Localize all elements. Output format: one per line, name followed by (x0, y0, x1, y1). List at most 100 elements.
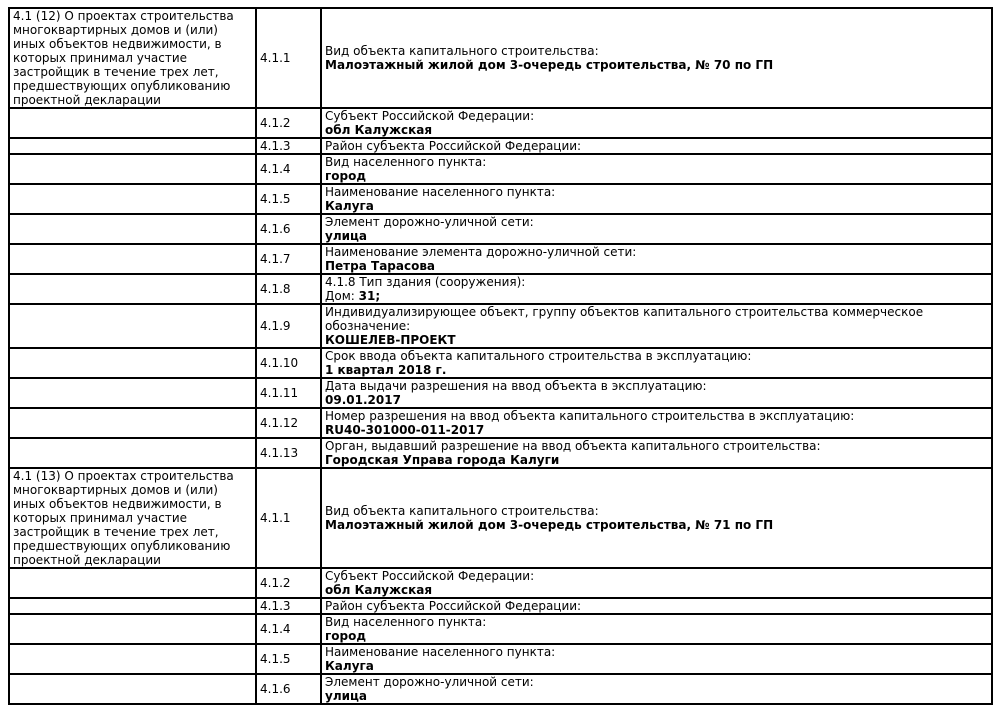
row-number: 4.1.11 (255, 377, 322, 409)
field-value-prefix: Дом: (325, 289, 359, 303)
section-description (8, 243, 257, 275)
table-row: 4.1.9 Индивидуализирующее объект, группу… (8, 303, 993, 349)
row-content: Элемент дорожно-уличной сети: улица (320, 213, 993, 245)
row-number: 4.1.6 (255, 673, 322, 705)
field-label: Вид объекта капитального строительства: (325, 504, 599, 518)
row-number: 4.1.2 (255, 107, 322, 139)
row-number: 4.1.10 (255, 347, 322, 379)
table-row: 4.1.6 Элемент дорожно-уличной сети: улиц… (8, 673, 993, 705)
field-value: Калуга (325, 659, 374, 673)
row-content: Наименование населенного пункта: Калуга (320, 183, 993, 215)
row-number: 4.1.2 (255, 567, 322, 599)
section-description (8, 567, 257, 599)
row-number: 4.1.5 (255, 643, 322, 675)
field-value: обл Калужская (325, 123, 433, 137)
row-content: Орган, выдавший разрешение на ввод объек… (320, 437, 993, 469)
field-value-line: Калуга (325, 659, 988, 673)
field-label: Элемент дорожно-уличной сети: (325, 675, 534, 689)
section-description (8, 107, 257, 139)
row-number: 4.1.4 (255, 613, 322, 645)
field-value-line: Калуга (325, 199, 988, 213)
section-description (8, 377, 257, 409)
row-number: 4.1.9 (255, 303, 322, 349)
table-row: 4.1.12 Номер разрешения на ввод объекта … (8, 407, 993, 439)
field-label: Район субъекта Российской Федерации: (325, 599, 582, 613)
table-row: 4.1 (13) О проектах строительства многок… (8, 467, 993, 569)
field-label: Номер разрешения на ввод объекта капитал… (325, 409, 855, 423)
field-value: 31; (358, 289, 381, 303)
section-description (8, 137, 257, 155)
row-content: Наименование элемента дорожно-уличной се… (320, 243, 993, 275)
field-value-line: обл Калужская (325, 583, 988, 597)
field-label: Наименование населенного пункта: (325, 645, 556, 659)
field-value: 1 квартал 2018 г. (325, 363, 447, 377)
row-content: Вид населенного пункта: город (320, 153, 993, 185)
row-number: 4.1.12 (255, 407, 322, 439)
table-row: 4.1.2 Субъект Российской Федерации: обл … (8, 107, 993, 139)
row-content: Вид объекта капитального строительства: … (320, 467, 993, 569)
section-description (8, 597, 257, 615)
field-value-line: Петра Тарасова (325, 259, 988, 273)
field-label: Субъект Российской Федерации: (325, 569, 535, 583)
field-value-line: Малоэтажный жилой дом 3-очередь строител… (325, 518, 988, 532)
field-value-line: улица (325, 689, 988, 703)
row-number: 4.1.5 (255, 183, 322, 215)
row-number: 4.1.13 (255, 437, 322, 469)
row-content: Наименование населенного пункта: Калуга (320, 643, 993, 675)
table-row: 4.1 (12) О проектах строительства многок… (8, 7, 993, 109)
section-description: 4.1 (13) О проектах строительства многок… (8, 467, 257, 569)
field-label: Наименование населенного пункта: (325, 185, 556, 199)
table-row: 4.1.6 Элемент дорожно-уличной сети: улиц… (8, 213, 993, 245)
field-label: Орган, выдавший разрешение на ввод объек… (325, 439, 821, 453)
table-row: 4.1.4 Вид населенного пункта: город (8, 613, 993, 645)
row-number: 4.1.1 (255, 467, 322, 569)
project-declaration-table: 4.1 (12) О проектах строительства многок… (8, 7, 993, 705)
field-value: обл Калужская (325, 583, 433, 597)
field-value: 09.01.2017 (325, 393, 401, 407)
field-label: Вид населенного пункта: (325, 615, 487, 629)
table-row: 4.1.13 Орган, выдавший разрешение на вво… (8, 437, 993, 469)
row-content: Индивидуализирующее объект, группу объек… (320, 303, 993, 349)
row-number: 4.1.1 (255, 7, 322, 109)
table-body: 4.1 (12) О проектах строительства многок… (8, 7, 993, 705)
section-description: 4.1 (12) О проектах строительства многок… (8, 7, 257, 109)
field-value: город (325, 629, 367, 643)
field-value: Малоэтажный жилой дом 3-очередь строител… (325, 58, 774, 72)
field-label: Район субъекта Российской Федерации: (325, 139, 582, 153)
row-content: Субъект Российской Федерации: обл Калужс… (320, 567, 993, 599)
field-value: улица (325, 689, 368, 703)
row-number: 4.1.6 (255, 213, 322, 245)
table-row: 4.1.4 Вид населенного пункта: город (8, 153, 993, 185)
row-number: 4.1.8 (255, 273, 322, 305)
field-value-line: 09.01.2017 (325, 393, 988, 407)
field-label: 4.1.8 Тип здания (сооружения): (325, 275, 526, 289)
table-row: 4.1.5 Наименование населенного пункта: К… (8, 183, 993, 215)
field-value: город (325, 169, 367, 183)
field-value-line: Городская Управа города Калуги (325, 453, 988, 466)
section-description (8, 303, 257, 349)
field-value-line: КОШЕЛЕВ-ПРОЕКТ (325, 333, 988, 346)
section-description (8, 273, 257, 305)
field-value: Петра Тарасова (325, 259, 436, 273)
table-row: 4.1.7 Наименование элемента дорожно-улич… (8, 243, 993, 275)
row-content: Срок ввода объекта капитального строител… (320, 347, 993, 379)
row-content: Вид объекта капитального строительства: … (320, 7, 993, 109)
field-value: Калуга (325, 199, 374, 213)
field-label: Наименование элемента дорожно-уличной се… (325, 245, 637, 259)
row-content: Район субъекта Российской Федерации: (320, 137, 993, 155)
section-description (8, 407, 257, 439)
field-value-line: Малоэтажный жилой дом 3-очередь строител… (325, 58, 988, 72)
row-content: 4.1.8 Тип здания (сооружения): Дом: 31; (320, 273, 993, 305)
section-description (8, 213, 257, 245)
field-value-line: город (325, 169, 988, 183)
field-value: RU40-301000-011-2017 (325, 423, 485, 437)
table-row: 4.1.11 Дата выдачи разрешения на ввод об… (8, 377, 993, 409)
row-content: Элемент дорожно-уличной сети: улица (320, 673, 993, 705)
row-content: Вид населенного пункта: город (320, 613, 993, 645)
section-description (8, 673, 257, 705)
section-description (8, 437, 257, 469)
field-label: Вид населенного пункта: (325, 155, 487, 169)
field-label: Индивидуализирующее объект, группу объек… (325, 305, 924, 333)
field-value-line: город (325, 629, 988, 643)
